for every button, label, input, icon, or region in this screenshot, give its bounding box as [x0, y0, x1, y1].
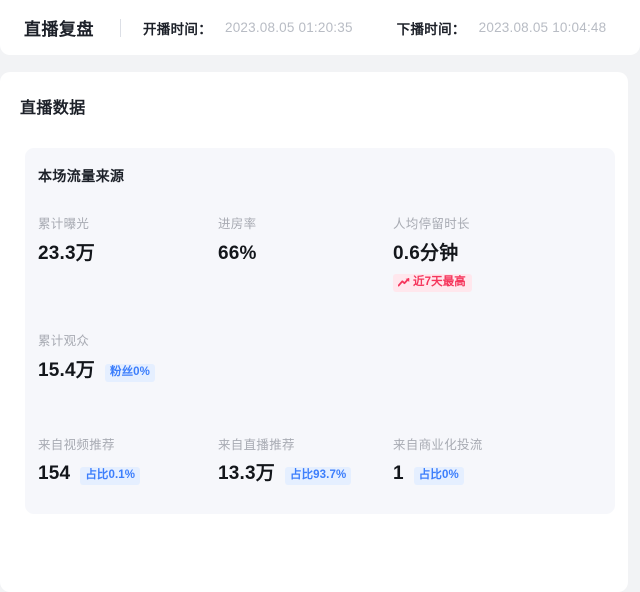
metric-value-line: 66% [218, 244, 393, 263]
fans-ratio-badge: 粉丝0% [104, 363, 156, 382]
metric-value-line: 154 占比0.1% [38, 464, 218, 486]
metric-value-line: 1 占比0% [393, 464, 593, 486]
metric-from-video-recommendation: 来自视频推荐 154 占比0.1% [38, 439, 218, 487]
panel-title: 本场流量来源 [38, 168, 125, 184]
metric-value-line: 23.3万 [38, 244, 218, 263]
ratio-badge: 占比93.7% [284, 467, 352, 486]
metric-label: 来自直播推荐 [218, 437, 295, 452]
section-title: 直播数据 [20, 100, 86, 117]
metric-row: 累计曝光 23.3万 进房率 66% 人均停留时长 0.6分钟 [25, 218, 615, 292]
ratio-badge: 占比0% [413, 467, 464, 486]
metric-room-entry-rate: 进房率 66% [218, 218, 393, 292]
metric-value: 1 [393, 463, 404, 485]
metric-from-commercial-traffic: 来自商业化投流 1 占比0% [393, 439, 593, 487]
metric-cumulative-exposure: 累计曝光 23.3万 [38, 218, 218, 292]
metric-value: 13.3万 [218, 463, 275, 485]
live-data-card: 直播数据 本场流量来源 累计曝光 23.3万 进房率 66% 人均停留时长 0.… [0, 72, 628, 592]
metric-from-live-recommendation: 来自直播推荐 13.3万 占比93.7% [218, 439, 393, 487]
metric-label: 人均停留时长 [393, 217, 470, 231]
metric-row: 累计观众 15.4万 粉丝0% [25, 335, 615, 383]
header-divider [120, 18, 121, 37]
metric-label: 累计曝光 [38, 217, 90, 231]
end-time-label: 下播时间： [396, 21, 466, 37]
metric-value: 23.3万 [38, 242, 95, 264]
end-time-value: 2023.08.05 10:04:48 [478, 20, 607, 35]
status-badge-seven-day-high: 近7天最高 [393, 273, 472, 292]
metric-value: 154 [38, 463, 71, 485]
badge-wrap: 近7天最高 [393, 263, 593, 293]
status-badge-label: 近7天最高 [413, 276, 466, 288]
ratio-badge: 占比0.1% [80, 467, 141, 486]
start-time-value: 2023.08.05 01:20:35 [225, 20, 353, 35]
metric-value-line: 15.4万 粉丝0% [38, 361, 218, 383]
page-header: 直播复盘 开播时间： 2023.08.05 01:20:35 下播时间： 202… [0, 0, 640, 55]
metric-label: 来自商业化投流 [393, 437, 483, 452]
start-time-label: 开播时间： [143, 21, 212, 37]
traffic-source-panel: 本场流量来源 累计曝光 23.3万 进房率 66% 人均停留时长 0.6分钟 [25, 148, 615, 515]
page-title: 直播复盘 [24, 20, 94, 39]
metric-value-line: 0.6分钟 [393, 244, 593, 263]
trending-up-icon [398, 278, 410, 287]
metric-cumulative-viewers: 累计观众 15.4万 粉丝0% [38, 335, 218, 383]
metric-value: 15.4万 [38, 359, 95, 381]
metric-label: 来自视频推荐 [38, 437, 115, 452]
metric-label: 进房率 [218, 217, 257, 231]
metric-label: 累计观众 [38, 334, 90, 349]
metric-avg-stay-duration: 人均停留时长 0.6分钟 近7天最高 [393, 218, 593, 292]
end-time-group: 下播时间： 2023.08.05 10:04:48 [397, 18, 607, 38]
metric-value: 0.6分钟 [393, 242, 459, 264]
metric-row: 来自视频推荐 154 占比0.1% 来自直播推荐 13.3万 占比93.7% 来… [25, 439, 615, 487]
metric-value-line: 13.3万 占比93.7% [218, 464, 393, 486]
metric-value: 66% [218, 242, 257, 264]
start-time-group: 开播时间： 2023.08.05 01:20:35 [143, 18, 353, 38]
